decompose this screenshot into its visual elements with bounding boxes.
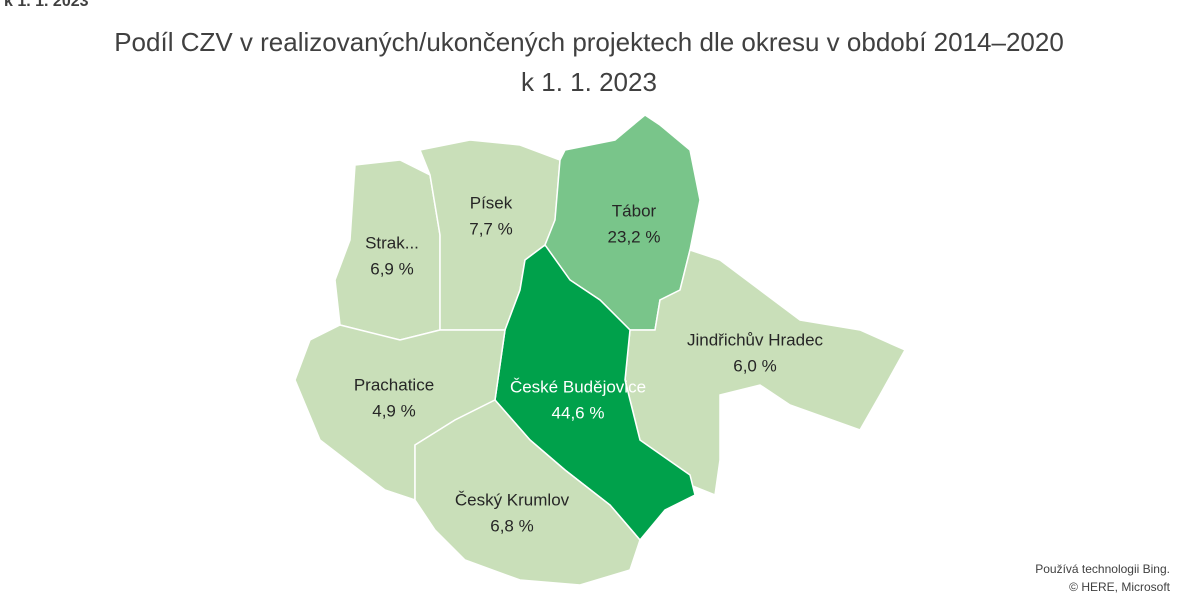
attribution: © HERE, Microsoft	[1069, 580, 1171, 594]
value-label: 6,8 %	[490, 516, 533, 535]
value-label: 6,0 %	[733, 356, 776, 375]
region-label: Jindřichův Hradec	[687, 330, 824, 349]
header: k 1. 1. 2023	[4, 0, 89, 10]
region	[624, 249, 907, 497]
value-label: 4,9 %	[372, 401, 415, 420]
region-label: Písek	[470, 193, 513, 212]
value-label: 6,9 %	[370, 259, 413, 278]
region-label: Strak...	[365, 233, 419, 252]
region	[414, 399, 641, 586]
chart-subtitle: k 1. 1. 2023	[521, 67, 657, 97]
value-label: 44,6 %	[552, 403, 605, 422]
region-label: Prachatice	[354, 375, 434, 394]
region-label: Český Krumlov	[455, 490, 570, 509]
attribution: Používá technologii Bing.	[1035, 562, 1170, 576]
region-label: Tábor	[612, 201, 657, 220]
chart-title: Podíl CZV v realizovaných/ukončených pro…	[114, 27, 1064, 57]
value-label: 7,7 %	[469, 219, 512, 238]
region	[494, 243, 696, 542]
value-label: 23,2 %	[608, 227, 661, 246]
region-label: České Budějovice	[510, 377, 646, 396]
